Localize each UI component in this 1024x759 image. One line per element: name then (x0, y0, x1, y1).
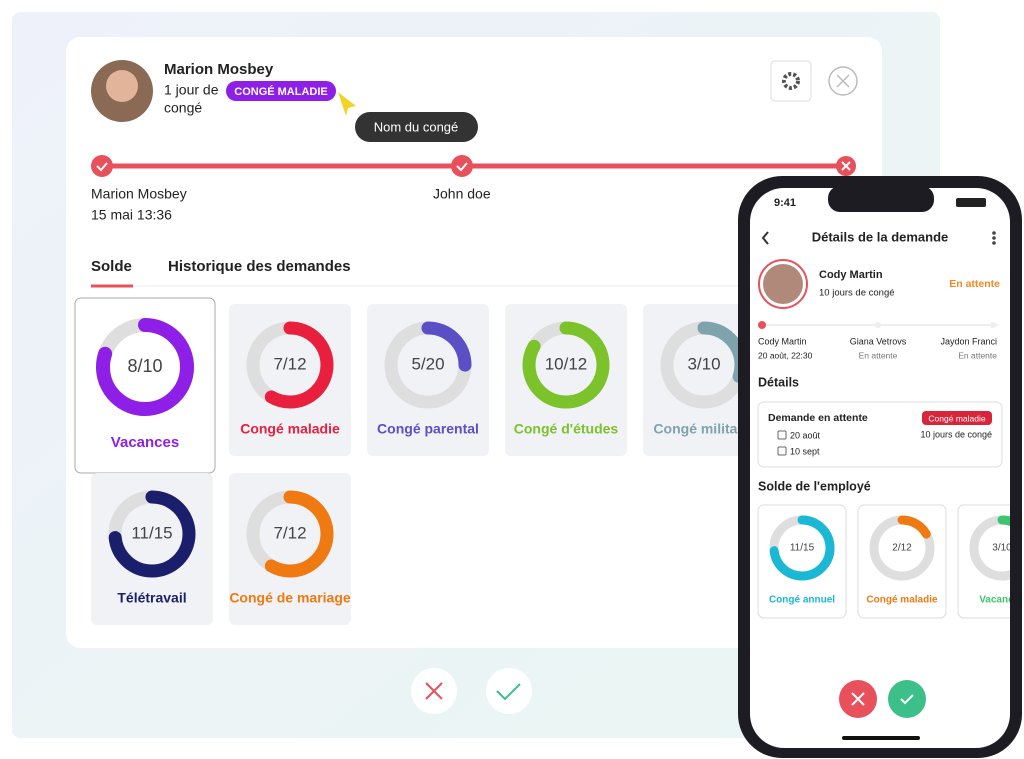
step-icons (96, 161, 851, 172)
step-dot (451, 155, 473, 177)
phone-content: 9:41 Détails de la demande Cody Martin 1… (757, 188, 1024, 740)
phone-step-name: Jaydon Franci (940, 336, 997, 346)
donut-arc (108, 490, 196, 578)
donut-arc (246, 321, 334, 409)
phone-avatar-photo (763, 264, 803, 304)
avatar-face (106, 70, 138, 102)
step-name: Marion Mosbey (91, 186, 187, 202)
leave-card-label: Congé maladie (240, 421, 340, 437)
phone-person: Cody Martin (819, 269, 883, 281)
request-badge (922, 411, 992, 425)
step-date: 15 mai 13:36 (91, 207, 172, 223)
step-name: John doe (433, 186, 491, 202)
leave-card-label: Télétravail (117, 590, 186, 606)
request-to: 10 sept (790, 446, 820, 456)
phone-step-detail: En attente (859, 350, 898, 360)
close-icon (836, 74, 850, 88)
reject-icon (425, 682, 443, 700)
phone-step-name: Cody Martin (758, 336, 807, 346)
employee-name: Marion Mosbey (164, 61, 274, 78)
balance-title: Solde de l'employé (758, 479, 871, 493)
calendar-icon (777, 446, 787, 456)
phone-step-detail: En attente (958, 350, 997, 360)
phone-days: 10 jours de congé (819, 288, 895, 299)
approve-icon (496, 683, 521, 701)
leave-card-label: Congé de mariage (229, 590, 351, 606)
leave-card-label: Congé parental (377, 421, 479, 437)
duration: 1 jour de (164, 82, 219, 98)
notch (828, 188, 934, 212)
phone-reject-icon (851, 692, 865, 706)
leave-card-label: Congé militaire (653, 421, 754, 437)
phone-step-dot (758, 321, 766, 329)
donut-arc (384, 321, 472, 409)
phone-approve[interactable] (888, 680, 926, 718)
phone-step-name: Giana Vetrovs (850, 336, 907, 346)
request-from: 20 août (790, 430, 821, 440)
donut-label: 11/15 (790, 543, 815, 554)
tab[interactable]: Solde (91, 258, 132, 275)
request-days: 10 jours de congé (920, 429, 992, 439)
leave-card-label: Congé d'études (514, 421, 619, 437)
donut-label: 8/10 (127, 356, 162, 376)
phone-card-label: Congé maladie (866, 595, 938, 606)
status-time: 9:41 (774, 197, 796, 209)
gear-icon (782, 72, 800, 90)
donut-label: 2/12 (892, 543, 912, 554)
settings-button[interactable] (770, 60, 812, 102)
donut-arc (96, 318, 194, 416)
donut-label: 3/10 (687, 354, 720, 373)
donut-arc (246, 490, 334, 578)
tooltip (355, 112, 478, 142)
phone-card-label: Congé annuel (769, 595, 835, 606)
phone-status: En attente (949, 278, 1000, 290)
tooltip-text: Nom du congé (374, 119, 459, 134)
donut-label: 5/20 (411, 354, 444, 373)
donut-arc (869, 515, 935, 581)
status-icons (956, 198, 986, 207)
approve-button[interactable] (486, 668, 532, 714)
tab[interactable]: Historique des demandes (168, 258, 351, 275)
back-button[interactable] (761, 231, 769, 245)
donut-label: 3/10 (992, 543, 1012, 554)
cards: 8/10 Vacances 7/12 Congé maladie 5/20 Congé p… (74, 297, 765, 625)
phone-step-dot (990, 322, 996, 328)
donut-label: 7/12 (273, 523, 306, 542)
cursor (338, 92, 356, 116)
donut-label: 7/12 (273, 354, 306, 373)
donut-arc (769, 515, 835, 581)
request-title: Demande en attente (768, 412, 868, 424)
step-dot (91, 155, 113, 177)
donut-arc (522, 321, 610, 409)
phone-cards: 11/15 Congé annuel 2/12 Congé maladie 3/10 Va… (757, 504, 1024, 619)
close-button[interactable] (828, 66, 858, 96)
leave-card-label: Vacances (111, 434, 179, 451)
details-title: Détails (758, 375, 799, 389)
phone-approve-icon (900, 694, 914, 705)
donut-label: 11/15 (131, 523, 172, 542)
phone-step-dot (875, 322, 881, 328)
request-badge-text: Congé maladie (928, 413, 985, 423)
phone-title: Détails de la demande (812, 229, 949, 244)
phone-steps: Cody Martin 20 août, 22:30 Giana Vetrovs En… (758, 336, 997, 360)
calendar-icon (777, 430, 787, 440)
leave-badge (226, 81, 336, 101)
donut-arc (969, 515, 1010, 581)
phone-card-label: Vacances (979, 595, 1024, 606)
menu-button[interactable] (992, 231, 996, 245)
home-indicator (842, 736, 920, 740)
leave-badge-text: CONGÉ MALADIE (234, 85, 328, 98)
donut-label: 10/12 (545, 354, 588, 373)
phone-step-detail: 20 août, 22:30 (758, 350, 813, 360)
duration-unit: congé (164, 100, 202, 116)
